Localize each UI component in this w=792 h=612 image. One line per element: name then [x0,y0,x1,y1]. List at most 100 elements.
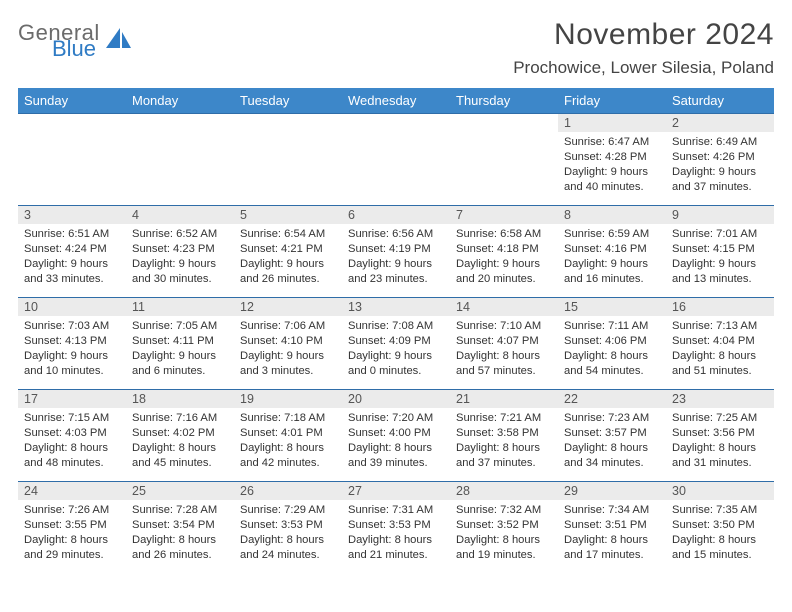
sunset-line: Sunset: 4:09 PM [348,334,444,349]
weekday-header: Sunday [18,88,126,114]
daylight-line: Daylight: 8 hours and 15 minutes. [672,533,768,563]
day-number: 30 [666,482,774,500]
daylight-line: Daylight: 9 hours and 33 minutes. [24,257,120,287]
calendar-cell: 23Sunrise: 7:25 AMSunset: 3:56 PMDayligh… [666,390,774,482]
sunrise-line: Sunrise: 7:15 AM [24,411,120,426]
day-number: 13 [342,298,450,316]
calendar-cell: 12Sunrise: 7:06 AMSunset: 4:10 PMDayligh… [234,298,342,390]
day-number: 2 [666,114,774,132]
daylight-line: Daylight: 9 hours and 16 minutes. [564,257,660,287]
sunset-line: Sunset: 3:52 PM [456,518,552,533]
sunset-line: Sunset: 3:57 PM [564,426,660,441]
sunset-line: Sunset: 4:16 PM [564,242,660,257]
sunset-line: Sunset: 4:21 PM [240,242,336,257]
calendar-cell: 21 Sunrise: 7:21 AMSunset: 3:58 PMDayligh… [450,390,558,482]
day-details: Sunrise: 6:49 AMSunset: 4:26 PMDaylight:… [666,132,774,199]
day-details: Sunrise: 7:23 AMSunset: 3:57 PMDaylight:… [558,408,666,475]
calendar-cell: 3Sunrise: 6:51 AMSunset: 4:24 PMDaylight… [18,206,126,298]
calendar-cell: 14Sunrise: 7:10 AMSunset: 4:07 PMDayligh… [450,298,558,390]
sunrise-line: Sunrise: 7:26 AM [24,503,120,518]
day-details: Sunrise: 6:59 AMSunset: 4:16 PMDaylight:… [558,224,666,291]
calendar-cell: 13Sunrise: 7:08 AMSunset: 4:09 PMDayligh… [342,298,450,390]
sunset-line: Sunset: 3:58 PM [456,426,552,441]
calendar-cell: 5Sunrise: 6:54 AMSunset: 4:21 PMDaylight… [234,206,342,298]
day-number: 21 [450,390,558,408]
sunset-line: Sunset: 4:24 PM [24,242,120,257]
weekday-header: Thursday [450,88,558,114]
day-number: 20 [342,390,450,408]
day-number: 14 [450,298,558,316]
calendar-week: 3Sunrise: 6:51 AMSunset: 4:24 PMDaylight… [18,206,774,298]
sunrise-line: Sunrise: 6:51 AM [24,227,120,242]
sunset-line: Sunset: 4:03 PM [24,426,120,441]
day-number: 17 [18,390,126,408]
sunrise-line: Sunrise: 7:03 AM [24,319,120,334]
sunset-line: Sunset: 4:00 PM [348,426,444,441]
daylight-line: Daylight: 8 hours and 31 minutes. [672,441,768,471]
sunrise-line: Sunrise: 7:16 AM [132,411,228,426]
sunrise-line: Sunrise: 7:13 AM [672,319,768,334]
calendar-cell: 28Sunrise: 7:32 AMSunset: 3:52 PMDayligh… [450,482,558,574]
daylight-line: Daylight: 9 hours and 26 minutes. [240,257,336,287]
day-details: Sunrise: 6:56 AMSunset: 4:19 PMDaylight:… [342,224,450,291]
day-number: 8 [558,206,666,224]
sunset-line: Sunset: 4:28 PM [564,150,660,165]
day-number: 16 [666,298,774,316]
sail-icon [106,28,132,57]
sunset-line: Sunset: 4:07 PM [456,334,552,349]
daylight-line: Daylight: 8 hours and 29 minutes. [24,533,120,563]
calendar-cell: 27Sunrise: 7:31 AMSunset: 3:53 PMDayligh… [342,482,450,574]
sunrise-line: Sunrise: 7:11 AM [564,319,660,334]
sunrise-line: Sunrise: 7:35 AM [672,503,768,518]
calendar-cell: 24Sunrise: 7:26 AMSunset: 3:55 PMDayligh… [18,482,126,574]
daylight-line: Daylight: 8 hours and 37 minutes. [456,441,552,471]
calendar-cell: 9Sunrise: 7:01 AMSunset: 4:15 PMDaylight… [666,206,774,298]
calendar-cell: 29Sunrise: 7:34 AMSunset: 3:51 PMDayligh… [558,482,666,574]
day-details: Sunrise: 7:03 AMSunset: 4:13 PMDaylight:… [18,316,126,383]
calendar-cell [126,114,234,206]
daylight-line: Daylight: 9 hours and 40 minutes. [564,165,660,195]
day-number: 6 [342,206,450,224]
sunset-line: Sunset: 4:23 PM [132,242,228,257]
day-number: 11 [126,298,234,316]
day-number: 28 [450,482,558,500]
day-details: Sunrise: 6:58 AMSunset: 4:18 PMDaylight:… [450,224,558,291]
calendar-cell [450,114,558,206]
sunrise-line: Sunrise: 7:32 AM [456,503,552,518]
sunrise-line: Sunrise: 7:21 AM [456,411,552,426]
day-number: 24 [18,482,126,500]
calendar-cell: 30Sunrise: 7:35 AMSunset: 3:50 PMDayligh… [666,482,774,574]
day-number: 26 [234,482,342,500]
daylight-line: Daylight: 8 hours and 39 minutes. [348,441,444,471]
day-number: 12 [234,298,342,316]
sunset-line: Sunset: 3:54 PM [132,518,228,533]
brand-logo: General Blue [18,18,132,60]
sunrise-line: Sunrise: 7:25 AM [672,411,768,426]
daylight-line: Daylight: 9 hours and 37 minutes. [672,165,768,195]
sunrise-line: Sunrise: 7:05 AM [132,319,228,334]
sunrise-line: Sunrise: 7:34 AM [564,503,660,518]
day-number: 25 [126,482,234,500]
sunrise-line: Sunrise: 6:56 AM [348,227,444,242]
sunset-line: Sunset: 4:13 PM [24,334,120,349]
calendar-week: 1Sunrise: 6:47 AMSunset: 4:28 PMDaylight… [18,114,774,206]
header: General Blue November 2024 Prochowice, L… [18,18,774,78]
title-block: November 2024 Prochowice, Lower Silesia,… [513,18,774,78]
sunset-line: Sunset: 4:19 PM [348,242,444,257]
daylight-line: Daylight: 8 hours and 34 minutes. [564,441,660,471]
day-number: 1 [558,114,666,132]
day-details: Sunrise: 7:31 AMSunset: 3:53 PMDaylight:… [342,500,450,567]
sunset-line: Sunset: 4:06 PM [564,334,660,349]
calendar-cell: 17Sunrise: 7:15 AMSunset: 4:03 PMDayligh… [18,390,126,482]
sunset-line: Sunset: 4:04 PM [672,334,768,349]
sunrise-line: Sunrise: 7:23 AM [564,411,660,426]
daylight-line: Daylight: 9 hours and 13 minutes. [672,257,768,287]
day-details: Sunrise: 7:16 AMSunset: 4:02 PMDaylight:… [126,408,234,475]
sunrise-line: Sunrise: 6:49 AM [672,135,768,150]
location-label: Prochowice, Lower Silesia, Poland [513,58,774,78]
daylight-line: Daylight: 8 hours and 21 minutes. [348,533,444,563]
sunrise-line: Sunrise: 7:29 AM [240,503,336,518]
day-number: 29 [558,482,666,500]
daylight-line: Daylight: 9 hours and 23 minutes. [348,257,444,287]
day-details: Sunrise: 7:18 AMSunset: 4:01 PMDaylight:… [234,408,342,475]
